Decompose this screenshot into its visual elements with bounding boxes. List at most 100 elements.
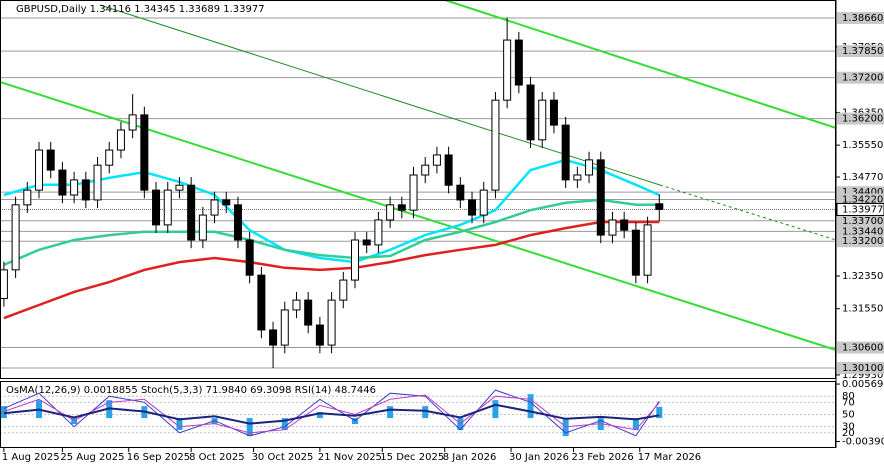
level-label: 1.30600 bbox=[842, 343, 883, 354]
candle-body bbox=[327, 299, 336, 346]
candle-body bbox=[503, 39, 512, 101]
osma-bar bbox=[281, 418, 288, 431]
osma-bar bbox=[387, 406, 394, 419]
moving-average bbox=[3, 220, 660, 320]
level-label: 1.34220 bbox=[842, 195, 883, 206]
candle-body bbox=[257, 274, 266, 331]
moving-average bbox=[3, 198, 660, 267]
level-label: 1.34400 bbox=[842, 187, 883, 198]
level-box bbox=[837, 361, 884, 374]
candle-body bbox=[23, 189, 32, 206]
candle-body bbox=[386, 204, 395, 221]
candle-body bbox=[526, 84, 535, 141]
candle-body bbox=[491, 99, 500, 191]
level-label: 1.33700 bbox=[842, 216, 883, 227]
y-tick-label: 1.29930 bbox=[842, 370, 883, 381]
level-label: 1.37200 bbox=[842, 73, 883, 84]
candle-body bbox=[514, 39, 523, 86]
candle-body bbox=[549, 99, 558, 126]
candle-body bbox=[468, 199, 477, 216]
candle-body bbox=[432, 154, 441, 166]
candle-body bbox=[128, 114, 137, 131]
osma-bar bbox=[0, 406, 7, 419]
level-box bbox=[837, 235, 884, 248]
osma-bar bbox=[492, 400, 499, 419]
chart-title: GBPUSD,Daily 1.34116 1.34345 1.33689 1.3… bbox=[16, 4, 265, 15]
osma-bar bbox=[246, 418, 253, 437]
candle-body bbox=[479, 189, 488, 216]
last-price-box bbox=[836, 202, 884, 216]
y-tick-label: 1.34770 bbox=[842, 172, 883, 183]
candle-body bbox=[620, 219, 629, 231]
level-box bbox=[837, 45, 884, 58]
trend-line bbox=[444, 0, 837, 129]
indicator-title: OsMA(12,26,9) 0.0018855 Stoch(5,3,3) 71.… bbox=[6, 385, 376, 396]
candle-body bbox=[175, 184, 184, 191]
candle-body bbox=[292, 299, 301, 311]
level-box bbox=[837, 193, 884, 206]
level-box bbox=[837, 214, 884, 227]
candle-body bbox=[397, 204, 406, 211]
candle-body bbox=[631, 229, 640, 276]
candle-body bbox=[269, 329, 278, 346]
candle-body bbox=[339, 279, 348, 301]
candle-body bbox=[643, 224, 652, 276]
candle-body bbox=[116, 129, 125, 151]
moving-average bbox=[3, 158, 660, 264]
level-box bbox=[837, 71, 884, 84]
osc-tick-label: 50 bbox=[842, 410, 855, 421]
osc-tick-label: 80 bbox=[842, 391, 855, 402]
osc-tick-label: 70 bbox=[842, 397, 855, 408]
candle-body bbox=[105, 149, 114, 166]
candle-body bbox=[198, 214, 207, 241]
y-tick-label: 1.32350 bbox=[842, 271, 883, 282]
candle-body bbox=[245, 239, 254, 276]
level-label: 1.36200 bbox=[842, 114, 883, 125]
osma-bar bbox=[527, 394, 534, 419]
osma-tick-label: 0.0056921 bbox=[842, 379, 884, 390]
candle-body bbox=[70, 179, 79, 196]
candle-body bbox=[93, 164, 102, 201]
candle-body bbox=[233, 204, 242, 241]
candle-body bbox=[304, 299, 313, 326]
x-tick-label: 23 Feb 2026 bbox=[571, 452, 633, 463]
candle-body bbox=[152, 189, 161, 226]
candle-body bbox=[280, 309, 289, 346]
y-tick-label: 1.35550 bbox=[842, 140, 883, 151]
candle-body bbox=[222, 199, 231, 206]
candle-body bbox=[35, 149, 44, 191]
candle-body bbox=[608, 219, 617, 236]
x-tick-label: 17 Mar 2026 bbox=[638, 452, 701, 463]
candle-body bbox=[456, 184, 465, 201]
x-tick-label: 16 Sep 2025 bbox=[127, 452, 190, 463]
x-tick-label: 1 Aug 2025 bbox=[2, 452, 60, 463]
level-label: 1.33440 bbox=[842, 226, 883, 237]
candle-body bbox=[210, 199, 219, 216]
osc-tick-label: 20 bbox=[842, 428, 855, 439]
x-tick-label: 25 Aug 2025 bbox=[60, 452, 124, 463]
oscillator-line bbox=[3, 403, 660, 425]
candle-body bbox=[421, 164, 430, 176]
trend-line bbox=[659, 184, 837, 241]
candle-body bbox=[362, 239, 371, 246]
candle-body bbox=[140, 114, 149, 191]
x-tick-label: 21 Nov 2025 bbox=[318, 452, 382, 463]
level-box bbox=[837, 112, 884, 125]
candle-body bbox=[187, 184, 196, 241]
osma-tick-label: -0.003907 bbox=[842, 436, 884, 447]
level-box bbox=[837, 225, 884, 238]
candle-body bbox=[350, 239, 359, 281]
candle-body bbox=[58, 169, 67, 196]
candle-body bbox=[585, 159, 594, 176]
osc-tick-label: 30 bbox=[842, 422, 855, 433]
axes: 1.379501.363501.355501.347701.323501.315… bbox=[2, 11, 884, 463]
candle-body bbox=[163, 189, 172, 226]
candle-body bbox=[561, 124, 570, 181]
trend-line bbox=[0, 81, 837, 351]
candle-body bbox=[409, 174, 418, 211]
candle-body bbox=[596, 159, 605, 236]
level-box bbox=[837, 11, 884, 24]
level-label: 1.30100 bbox=[842, 363, 883, 374]
x-tick-label: 15 Dec 2025 bbox=[380, 452, 444, 463]
